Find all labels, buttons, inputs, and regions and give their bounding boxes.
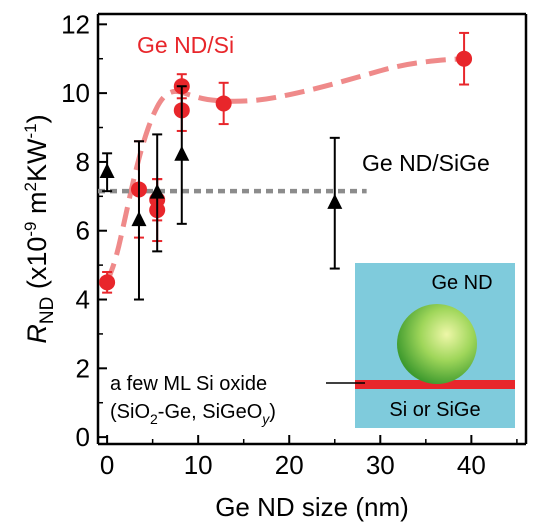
- marker-s1-p8: [456, 50, 473, 67]
- marker-s2-p1: [99, 162, 115, 178]
- oxide-annotation: a few ML Si oxide (SiO2-Ge, SiGeOy): [110, 373, 365, 427]
- x-tick-label-10: 10: [184, 450, 213, 480]
- x-tick-label-20: 20: [275, 450, 304, 480]
- inset-nd-label: Ge ND: [431, 272, 492, 294]
- y-tick-label-0: 0: [76, 422, 90, 452]
- y-tick-label-8: 8: [76, 147, 90, 177]
- marker-s2-p4: [174, 145, 190, 161]
- y-tick-label-4: 4: [76, 285, 90, 315]
- oxide-layer: [355, 380, 515, 389]
- marker-s1-p7: [215, 95, 232, 112]
- data-points: [99, 31, 473, 301]
- marker-s2-p2: [131, 211, 147, 227]
- y-axis-title: RND (x10-9 m2KW-1): [21, 114, 58, 343]
- y-tick-label-2: 2: [76, 353, 90, 383]
- plot-area: [96, 12, 528, 446]
- fit-curve-1: [104, 56, 463, 284]
- fit-curves: [98, 56, 463, 284]
- x-tick-label-0: 0: [100, 450, 114, 480]
- marker-s1-p1: [99, 274, 116, 291]
- oxide-label-line1: a few ML Si oxide: [110, 373, 267, 395]
- y-tick-label-6: 6: [76, 216, 90, 246]
- ge-nanodot: [397, 304, 477, 384]
- y-tick-label-10: 10: [61, 78, 90, 108]
- marker-s2-p3: [149, 183, 165, 199]
- x-axis-title: Ge ND size (nm): [215, 492, 409, 522]
- y-tick-label-12: 12: [61, 9, 90, 39]
- x-tick-label-40: 40: [457, 450, 486, 480]
- marker-s2-p5: [327, 193, 343, 209]
- series-label-ge-nd-sige: Ge ND/SiGe: [362, 150, 490, 176]
- inset-substrate-label: Si or SiGe: [389, 399, 480, 421]
- oxide-label-line2: (SiO2-Ge, SiGeOy): [110, 401, 276, 427]
- inset-diagram: Ge ND Si or SiGe: [355, 263, 515, 428]
- series-label-ge-nd-si: Ge ND/Si: [137, 32, 234, 58]
- axis-ticks: 0 10 20 30 40 0 2 4 6 8 10 12: [61, 9, 518, 480]
- x-tick-label-30: 30: [366, 450, 395, 480]
